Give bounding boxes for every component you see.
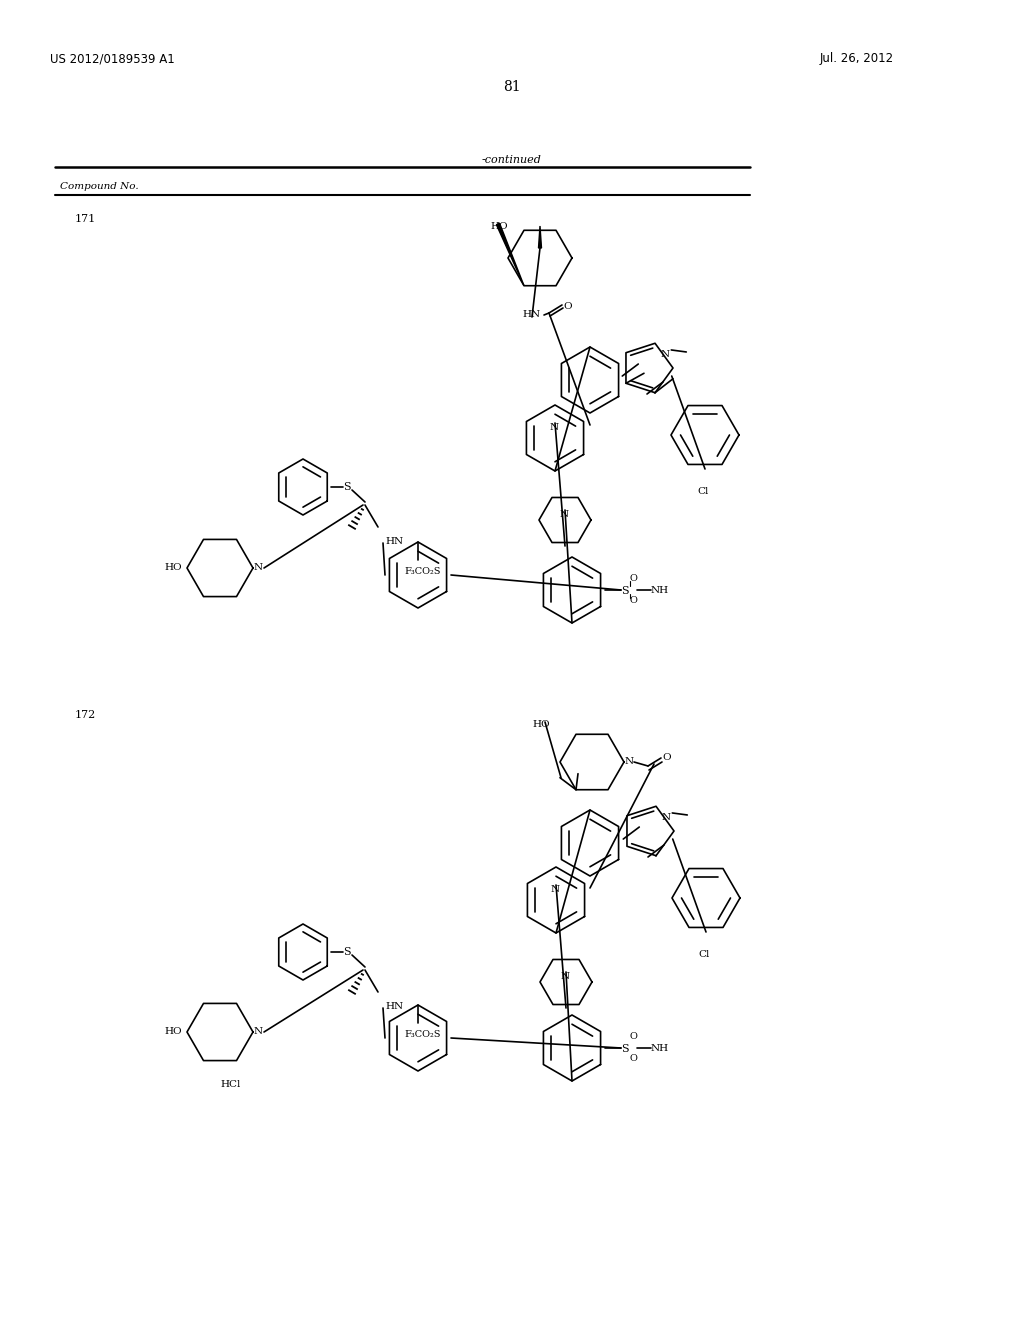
Text: N: N xyxy=(254,1027,263,1036)
Text: O: O xyxy=(563,302,571,312)
Polygon shape xyxy=(497,223,524,285)
Text: Cl: Cl xyxy=(698,950,710,960)
Text: HN: HN xyxy=(385,1002,403,1011)
Text: O: O xyxy=(629,1032,637,1041)
Text: S: S xyxy=(343,946,350,957)
Text: O: O xyxy=(629,597,637,605)
Text: N: N xyxy=(551,884,560,894)
Text: N: N xyxy=(625,756,634,766)
Text: NH: NH xyxy=(651,1044,669,1053)
Text: HO: HO xyxy=(490,222,508,231)
Text: O: O xyxy=(662,752,671,762)
Text: F₃CO₂S: F₃CO₂S xyxy=(404,568,440,576)
Text: N: N xyxy=(662,813,671,822)
Text: -continued: -continued xyxy=(482,154,542,165)
Text: HN: HN xyxy=(385,537,403,546)
Text: N: N xyxy=(561,972,570,981)
Text: US 2012/0189539 A1: US 2012/0189539 A1 xyxy=(50,51,175,65)
Text: HO: HO xyxy=(164,1027,181,1036)
Text: O: O xyxy=(629,1053,637,1063)
Text: N: N xyxy=(660,350,670,359)
Text: Jul. 26, 2012: Jul. 26, 2012 xyxy=(820,51,894,65)
Text: HO: HO xyxy=(164,564,181,572)
Text: S: S xyxy=(343,482,350,492)
Text: 81: 81 xyxy=(503,81,521,94)
Text: F₃CO₂S: F₃CO₂S xyxy=(404,1030,440,1039)
Text: N: N xyxy=(550,422,559,432)
Text: O: O xyxy=(629,574,637,583)
Text: S: S xyxy=(621,1044,629,1053)
Text: S: S xyxy=(621,586,629,597)
Text: NH: NH xyxy=(651,586,669,595)
Text: N: N xyxy=(560,510,569,519)
Text: Cl: Cl xyxy=(697,487,709,496)
Text: HCl: HCl xyxy=(220,1080,241,1089)
Text: HO: HO xyxy=(532,719,550,729)
Text: HN: HN xyxy=(522,310,540,319)
Polygon shape xyxy=(539,226,542,248)
Text: 172: 172 xyxy=(75,710,96,719)
Text: N: N xyxy=(254,564,263,572)
Text: Compound No.: Compound No. xyxy=(60,182,138,191)
Text: 171: 171 xyxy=(75,214,96,224)
